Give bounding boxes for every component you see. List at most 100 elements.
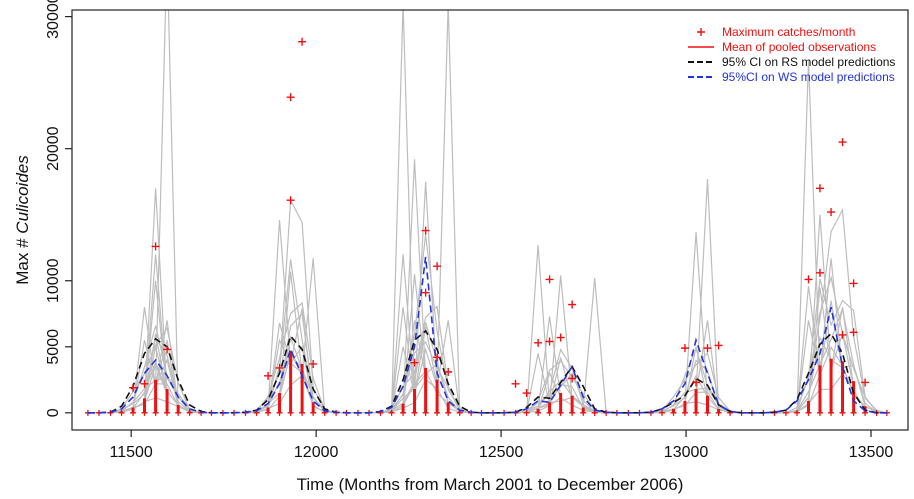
- baseline-catch-point: [850, 409, 857, 416]
- y-axis-title-italic: Culicoides: [13, 155, 32, 234]
- simulation-spike: [301, 258, 326, 412]
- max-catch-point: [568, 374, 577, 383]
- max-catch-point: [838, 330, 847, 339]
- baseline-catch-point: [670, 409, 677, 416]
- x-tick-label: 11500: [110, 444, 153, 461]
- simulation-spike: [436, 10, 461, 412]
- x-tick-label: 12000: [294, 444, 339, 461]
- max-catch-point: [815, 184, 824, 193]
- simulation-line: [87, 335, 887, 414]
- baseline-catch-point: [130, 409, 137, 416]
- baseline-catch-point: [152, 409, 159, 416]
- simulation-spike: [413, 181, 438, 394]
- max-catch-point: [714, 341, 723, 350]
- max-catch-point: [286, 93, 295, 102]
- baseline-catch-point: [388, 409, 395, 416]
- baseline-catch-point: [816, 409, 823, 416]
- baseline-catch-point: [839, 409, 846, 416]
- simulation-spike: [143, 254, 168, 402]
- baseline-catch-point: [186, 409, 193, 416]
- baseline-catch-point: [411, 409, 418, 416]
- max-catch-point: [692, 378, 701, 387]
- baseline-catch-point: [715, 409, 722, 416]
- legend-label: 95%CI on WS model predictions: [722, 70, 895, 84]
- simulation-spike: [402, 159, 427, 406]
- simulation-line: [87, 278, 887, 414]
- y-tick-label: 0: [45, 408, 62, 417]
- max-catch-point: [309, 359, 318, 368]
- max-catch-point: [410, 358, 419, 367]
- baseline-catch-point: [523, 409, 530, 416]
- simulation-spike: [684, 346, 709, 404]
- x-tick-label: 13500: [849, 444, 894, 461]
- baseline-catch-point: [535, 409, 542, 416]
- ci-lines-group: [87, 256, 887, 414]
- legend-symbol: [697, 28, 705, 36]
- baseline-catch-point: [704, 409, 711, 416]
- simulation-spike: [155, 340, 179, 407]
- simulation-spike: [391, 307, 416, 412]
- simulation-spike: [413, 347, 438, 394]
- rs-ci-line: [87, 329, 887, 414]
- x-axis-title: Time (Months from March 2001 to December…: [297, 475, 684, 494]
- max-catch-point: [151, 242, 160, 251]
- baseline-catch-point: [175, 409, 182, 416]
- simulation-spike: [132, 340, 157, 409]
- simulation-spike: [391, 10, 416, 412]
- simulation-line: [87, 335, 887, 414]
- y-tick-label: 10000: [45, 258, 62, 303]
- max-catch-point: [815, 268, 824, 277]
- simulation-spike: [143, 333, 168, 402]
- max-catch-point: [433, 353, 442, 362]
- legend-label: Mean of pooled observations: [722, 40, 876, 54]
- simulation-line: [87, 306, 887, 414]
- simulation-spike: [267, 338, 292, 409]
- simulation-spike: [548, 357, 573, 405]
- max-catch-point: [545, 337, 554, 346]
- simulation-spike: [278, 271, 303, 398]
- baseline-catch-point: [569, 409, 576, 416]
- axes-group: 11500 12000 12500 13000 13500 0 5000 10000 20000…: [45, 0, 909, 461]
- baseline-catch-point: [828, 409, 835, 416]
- simulation-spike: [402, 320, 427, 406]
- max-catch-point: [129, 383, 138, 392]
- max-catch-point: [286, 196, 295, 205]
- simulation-line: [87, 373, 887, 414]
- max-catch-point: [163, 345, 172, 354]
- y-tick-label: 5000: [45, 329, 62, 365]
- baseline-catch-point: [794, 409, 801, 416]
- simulation-spike: [402, 274, 427, 406]
- max-catch-point: [838, 138, 847, 147]
- max-catch-point: [421, 288, 430, 297]
- baseline-catch-point: [681, 409, 688, 416]
- max-catch-point: [534, 338, 543, 347]
- y-tick-label: 20000: [45, 126, 62, 171]
- max-catch-point: [511, 379, 520, 388]
- legend-label: Maximum catches/month: [722, 25, 855, 39]
- baseline-catch-point: [141, 409, 148, 416]
- max-catch-point: [568, 300, 577, 309]
- y-tick-label: 30000: [45, 0, 62, 39]
- baseline-catch-point: [422, 409, 429, 416]
- simulation-spike: [830, 307, 855, 388]
- max-catch-point: [298, 37, 307, 46]
- simulation-spike: [796, 285, 821, 412]
- simulation-spike: [391, 346, 416, 412]
- simulation-spike: [143, 346, 168, 402]
- ws-ci-line: [87, 256, 887, 414]
- baseline-catch-point: [265, 409, 272, 416]
- simulation-spike: [807, 214, 832, 404]
- max-catch-point: [264, 371, 273, 380]
- simulation-line: [87, 259, 887, 414]
- baseline-catch-point: [557, 409, 564, 416]
- baseline-catch-point: [299, 409, 306, 416]
- simulation-spike: [548, 275, 573, 405]
- max-catch-point: [444, 367, 453, 376]
- max-catch-point: [861, 378, 870, 387]
- baseline-catch-point: [434, 409, 441, 416]
- x-tick-label: 12500: [479, 444, 524, 461]
- baseline-catch-point: [400, 409, 407, 416]
- baseline-catch-point: [310, 409, 317, 416]
